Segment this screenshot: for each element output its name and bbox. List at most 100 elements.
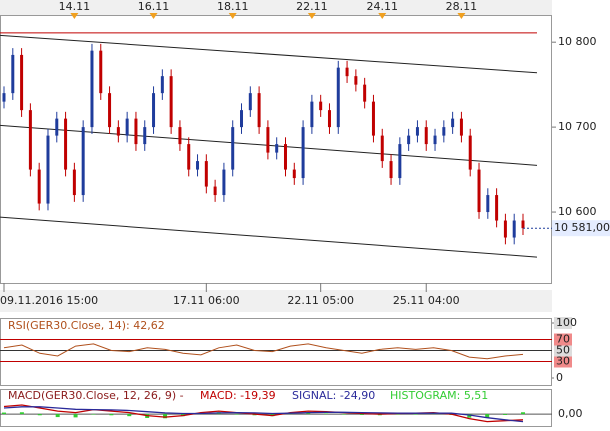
day-marker [457, 13, 466, 19]
candle-body [310, 101, 314, 128]
y-tick-label: 0,00 [558, 407, 583, 420]
candle-body [301, 127, 305, 179]
candle-body [37, 169, 41, 204]
candle-body [336, 67, 340, 128]
candle-body [143, 127, 147, 145]
candle-body [204, 161, 208, 187]
rsi-level-box [554, 333, 572, 346]
candle-body [28, 110, 32, 170]
candle-body [477, 169, 481, 213]
time-label: 09.11.2016 15:00 [0, 294, 98, 307]
candle-body [257, 93, 261, 128]
day-marker [307, 13, 316, 19]
candle-body [46, 135, 50, 204]
candle-body [72, 169, 76, 196]
candle-body [108, 93, 112, 128]
histogram-bar [91, 414, 96, 415]
candle-body [424, 127, 428, 145]
candle-body [99, 50, 103, 94]
candle-body [363, 84, 367, 102]
histogram-bar [359, 414, 364, 415]
candle-body [11, 54, 15, 94]
day-marker [378, 13, 387, 19]
histogram-bar [234, 414, 239, 415]
rsi-line [3, 343, 524, 360]
candle-body [459, 118, 463, 136]
day-marker [228, 13, 237, 19]
rsi-level-box [554, 372, 572, 384]
candle-body [415, 127, 419, 136]
candle-body [371, 101, 375, 136]
histogram-bar [127, 414, 132, 417]
top-date-label: 24.11 [367, 0, 399, 13]
candle-body [292, 169, 296, 179]
macd-title-part: MACD: -19,39 [200, 389, 276, 402]
y-tick-label: 0 [556, 371, 563, 384]
candle-body [55, 118, 59, 136]
candle-body [327, 110, 331, 128]
last-price-label: 10 581,00 [554, 221, 610, 234]
histogram-bar [467, 414, 472, 418]
rsi-level-box [554, 344, 572, 357]
candle-body [240, 110, 244, 128]
candle-body [2, 93, 6, 102]
price-panel [0, 15, 552, 284]
top-date-label: 18.11 [217, 0, 249, 13]
candle-body [283, 144, 287, 170]
top-date-label: 14.11 [59, 0, 91, 13]
candle-body [231, 127, 235, 170]
top-date-label: 16.11 [138, 0, 170, 13]
candle-body [442, 127, 446, 136]
candle-body [20, 54, 24, 111]
time-label: 17.11 06:00 [173, 294, 240, 307]
y-tick-label: 50 [556, 344, 570, 357]
top-date-label: 28.11 [446, 0, 478, 13]
macd-title-part: HISTOGRAM: 5,51 [390, 389, 488, 402]
candle-body [152, 93, 156, 128]
candle-body [90, 50, 94, 128]
time-label: 25.11 04:00 [393, 294, 460, 307]
candle-body [196, 161, 200, 170]
candle-body [134, 118, 138, 145]
histogram-bar [324, 413, 329, 415]
candle-body [433, 135, 437, 145]
candle-body [486, 195, 490, 213]
histogram-bar [2, 412, 6, 415]
channel-line [0, 216, 538, 258]
candle-body [116, 127, 120, 136]
rsi-level-box [554, 317, 572, 329]
candle-body [521, 220, 525, 229]
histogram-bar [109, 414, 114, 416]
top-axis-bar [0, 0, 552, 15]
y-tick-label: 70 [556, 333, 570, 346]
histogram-bar [55, 414, 60, 418]
candle-body [503, 220, 507, 238]
rsi-panel [0, 318, 552, 386]
candle-body [266, 127, 270, 153]
y-tick-label: 100 [556, 316, 577, 329]
histogram-bar [306, 412, 311, 415]
candle-body [81, 127, 85, 196]
y-tick-label: 30 [556, 355, 570, 368]
candle-body [380, 135, 384, 162]
rsi-level-box [554, 355, 572, 368]
histogram-bar [521, 412, 525, 415]
candle-body [319, 101, 323, 111]
candle-body [160, 76, 164, 94]
candle-body [222, 169, 226, 196]
candle-body [398, 144, 402, 179]
y-tick-label: 10 600 [558, 205, 597, 218]
macd-title-part: SIGNAL: -24,90 [292, 389, 375, 402]
day-marker [70, 13, 79, 19]
candle-body [495, 195, 499, 221]
candle-body [169, 76, 173, 128]
candle-body [512, 220, 516, 238]
histogram-bar [485, 414, 490, 418]
candle-body [248, 93, 252, 111]
y-tick-label: 10 700 [558, 120, 597, 133]
top-date-label: 22.11 [296, 0, 328, 13]
candle-body [468, 135, 472, 170]
candle-body [407, 135, 411, 145]
day-marker [149, 13, 158, 19]
